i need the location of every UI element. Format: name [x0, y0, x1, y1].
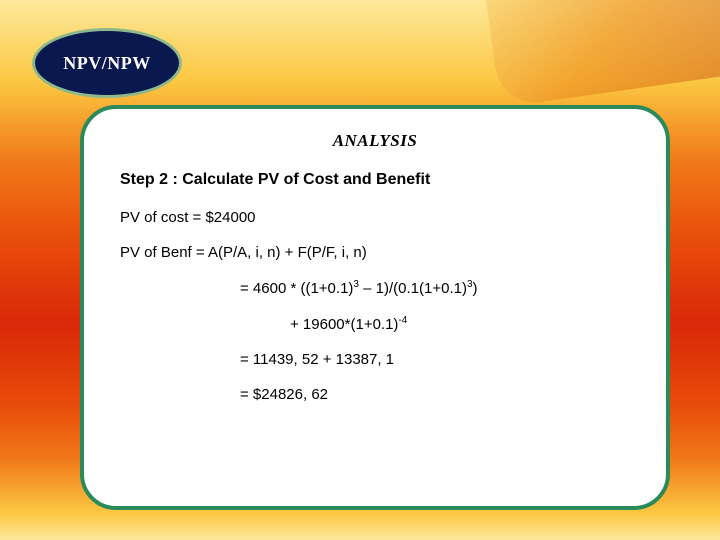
calc1-post: ) — [473, 280, 478, 297]
result-line: = $24826, 62 — [120, 386, 630, 403]
title-badge: NPV/NPW — [32, 28, 182, 98]
calc-line-2: + 19600*(1+0.1)-4 — [120, 315, 630, 333]
card-title: ANALYSIS — [120, 131, 630, 151]
calc1-mid: – 1)/(0.1(1+0.1) — [359, 280, 467, 297]
calc-line-3: = 11439, 52 + 13387, 1 — [120, 351, 630, 368]
calc1-pre: = 4600 * ((1+0.1) — [240, 280, 353, 297]
calc2-exp: -4 — [398, 315, 407, 326]
calc2-pre: + 19600*(1+0.1) — [290, 316, 398, 333]
pv-cost-line: PV of cost = $24000 — [120, 209, 630, 226]
step-heading: Step 2 : Calculate PV of Cost and Benefi… — [120, 171, 630, 189]
content-card: ANALYSIS Step 2 : Calculate PV of Cost a… — [80, 105, 670, 510]
calc-line-1: = 4600 * ((1+0.1)3 – 1)/(0.1(1+0.1)3) — [120, 279, 630, 297]
pv-benf-formula: PV of Benf = A(P/A, i, n) + F(P/F, i, n) — [120, 244, 630, 261]
badge-label: NPV/NPW — [63, 53, 151, 74]
